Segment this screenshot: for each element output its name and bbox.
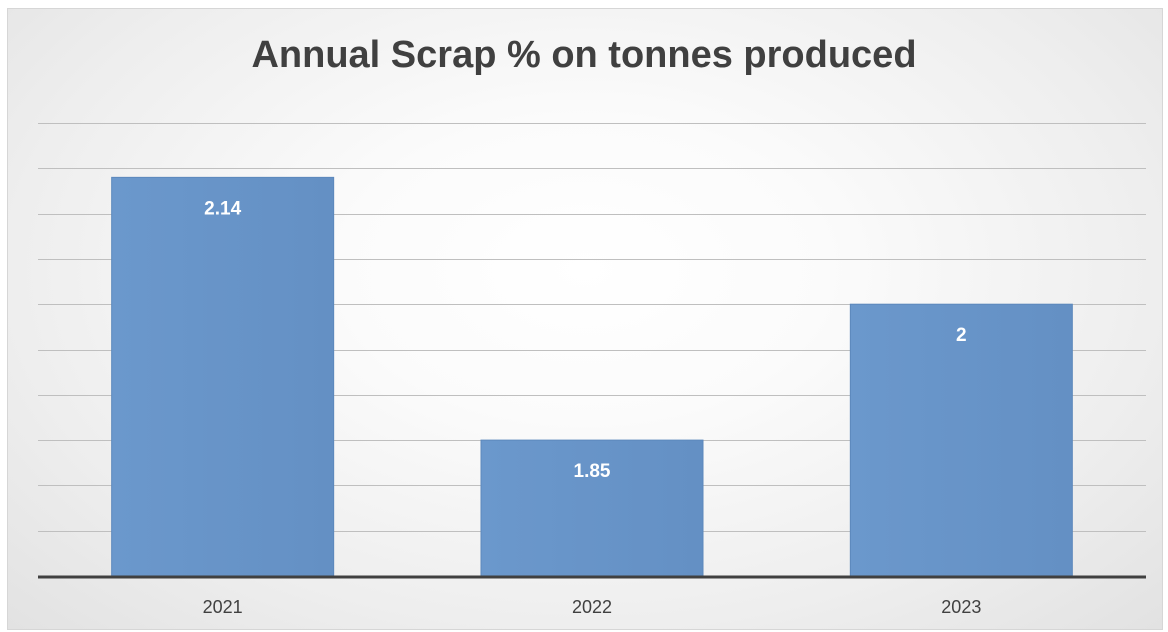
bar-2022 <box>480 439 704 577</box>
x-tick-label-2021: 2021 <box>203 597 243 617</box>
x-tick-label-2023: 2023 <box>941 597 981 617</box>
data-label-2023: 2 <box>956 325 967 346</box>
x-axis: 2021 2022 2023 <box>38 575 1146 617</box>
bars <box>111 176 1073 577</box>
data-labels: 2.14 1.85 2 <box>204 198 966 482</box>
bar-2021 <box>111 176 335 577</box>
data-label-2022: 1.85 <box>574 461 611 482</box>
data-label-2021: 2.14 <box>204 198 241 219</box>
chart-title: Annual Scrap % on tonnes produced <box>251 34 917 76</box>
bar-2023 <box>849 303 1073 577</box>
x-tick-label-2022: 2022 <box>572 597 612 617</box>
